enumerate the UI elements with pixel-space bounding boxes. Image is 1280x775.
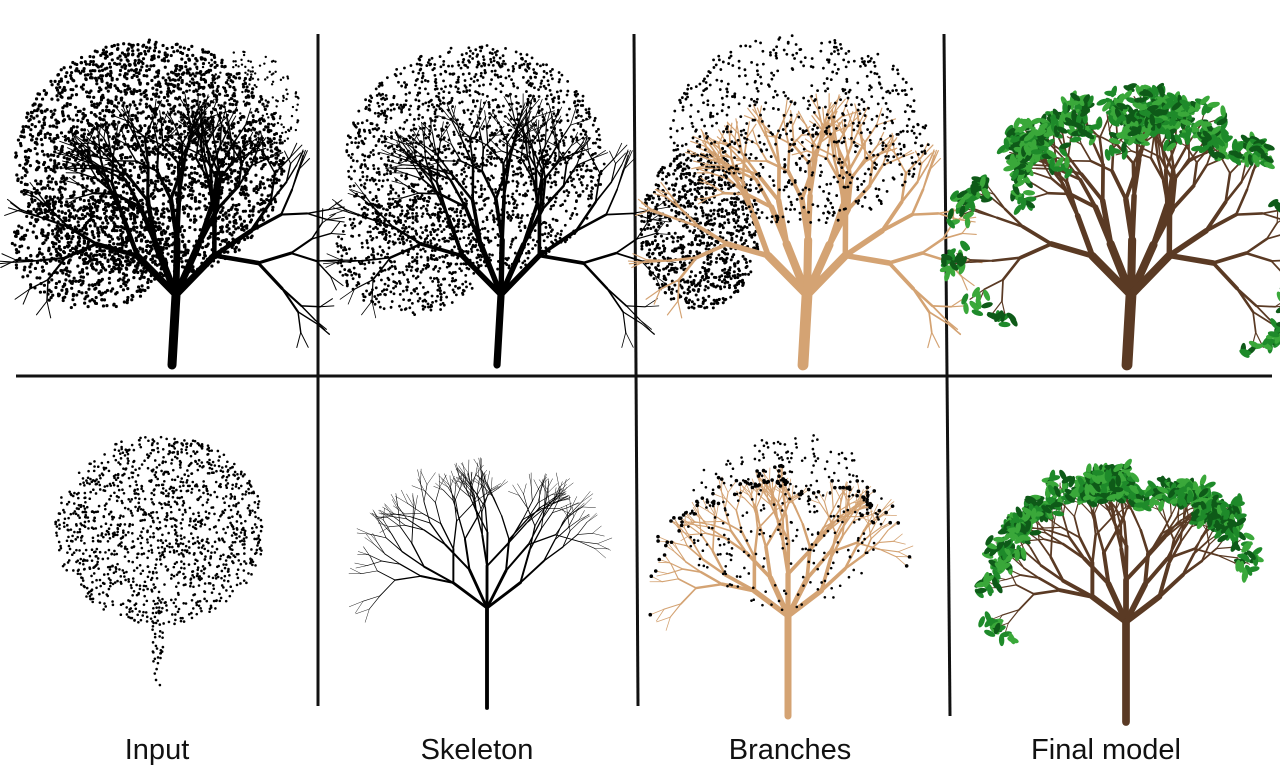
- panel-skeleton-bottom: [348, 457, 613, 710]
- vertical-divider-3: [942, 33, 952, 717]
- grid-dividers: [16, 33, 1272, 717]
- panel-branches-bottom: [648, 434, 914, 720]
- panel-input-top: [0, 38, 353, 370]
- vertical-divider-2: [632, 33, 640, 707]
- panel-final-bottom: [974, 458, 1264, 726]
- panel-branches-top: [627, 34, 984, 371]
- caption-final-model: Final model: [1031, 734, 1181, 766]
- panel-final-top: [939, 82, 1280, 371]
- caption-input: Input: [124, 734, 190, 766]
- caption-branches: Branches: [728, 734, 852, 766]
- panel-input-bottom: [54, 435, 264, 687]
- caption-skeleton: Skeleton: [420, 734, 534, 766]
- panel-skeleton-top: [322, 44, 678, 369]
